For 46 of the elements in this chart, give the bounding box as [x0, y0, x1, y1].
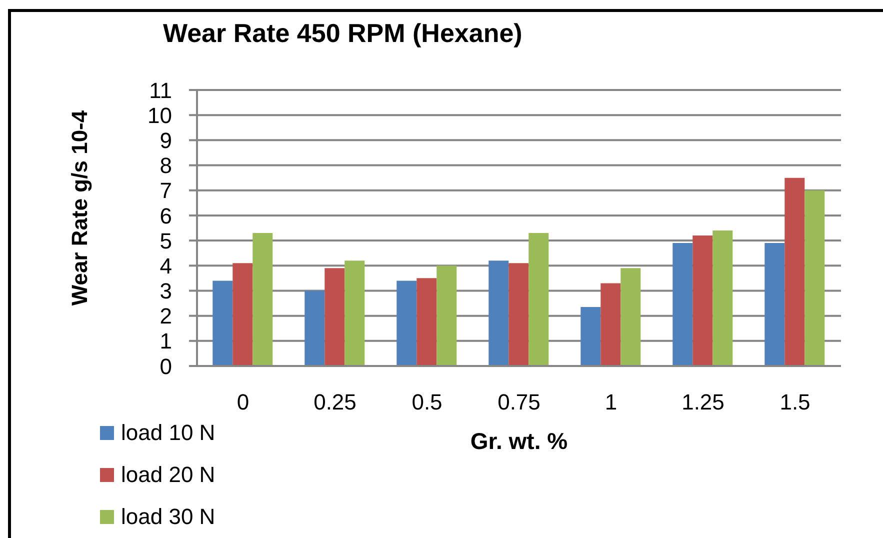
- y-axis-title: Wear Rate g/s 10-4: [67, 109, 93, 308]
- legend-label: load 10 N: [121, 420, 216, 446]
- y-tick-label: 4: [160, 253, 172, 278]
- bar: [784, 178, 805, 366]
- bar: [508, 263, 529, 366]
- bar: [488, 260, 509, 366]
- bar: [344, 260, 365, 366]
- bar: [232, 263, 253, 366]
- bar: [692, 236, 713, 366]
- y-tick-label: 9: [160, 128, 172, 153]
- bar: [304, 290, 325, 366]
- chart-title: Wear Rate 450 RPM (Hexane): [163, 18, 522, 48]
- bar: [764, 243, 785, 366]
- y-tick-label: 3: [160, 278, 172, 304]
- y-tick-label: 6: [160, 203, 172, 228]
- x-tick-label: 1.25: [682, 390, 724, 415]
- bar: [396, 280, 417, 366]
- legend-label: load 30 N: [121, 504, 216, 530]
- x-tick-label: 0.5: [412, 390, 442, 415]
- x-tick-label: 1.5: [780, 390, 810, 415]
- bar: [672, 243, 693, 366]
- x-tick-label: 0.25: [314, 390, 356, 415]
- bar: [324, 268, 345, 366]
- x-tick-label: 0: [236, 390, 250, 415]
- bar: [252, 233, 273, 366]
- y-tick-label: 8: [160, 153, 172, 178]
- y-tick-label: 5: [160, 228, 172, 254]
- y-tick-label: 10: [148, 102, 172, 128]
- y-tick-label: 0: [160, 354, 172, 379]
- x-tick-label: 1: [604, 390, 618, 415]
- bar: [620, 268, 641, 366]
- y-tick-label: 1: [160, 328, 172, 354]
- legend-label: load 20 N: [121, 462, 216, 488]
- bar: [804, 190, 825, 366]
- bar: [436, 266, 457, 366]
- bar: [580, 307, 601, 366]
- y-tick-label: 2: [160, 304, 172, 329]
- bar: [600, 283, 621, 366]
- bar: [416, 278, 437, 366]
- y-tick-label: 7: [160, 178, 172, 204]
- bar: [212, 280, 233, 366]
- x-axis-title: Gr. wt. %: [469, 427, 569, 455]
- bar: [528, 233, 549, 366]
- x-tick-label: 0.75: [498, 390, 540, 415]
- bar: [712, 230, 733, 366]
- y-tick-label: 11: [149, 78, 172, 103]
